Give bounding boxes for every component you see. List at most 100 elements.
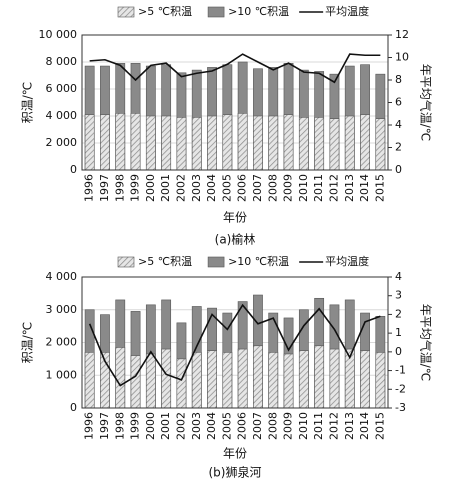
y2-tick-label: 1 (395, 326, 402, 339)
x-tick-label: 2009 (282, 412, 295, 440)
y-tick-label: 0 (70, 401, 77, 414)
bar (145, 115, 156, 171)
y-tick-label: 3 000 (46, 303, 78, 316)
x-tick-label: 2006 (236, 174, 249, 202)
y2-tick-label: 12 (395, 28, 409, 41)
legend-swatch (117, 256, 135, 268)
bar (360, 350, 370, 409)
y-tick-label: 4 000 (46, 270, 78, 283)
x-tick-label: 2000 (144, 412, 157, 440)
x-tick-label: 1997 (98, 174, 111, 202)
x-tick-label: 1999 (129, 412, 142, 440)
x-tick-label: 2013 (343, 174, 356, 202)
x-tick-label: 2008 (266, 174, 279, 202)
x-tick-label: 2012 (327, 174, 340, 202)
y2-tick-label: -2 (395, 382, 406, 395)
legend-swatch (207, 6, 225, 18)
bar (253, 115, 263, 171)
y2-tick-label: 4 (395, 270, 402, 283)
x-tick-label: 1998 (113, 174, 126, 202)
x-tick-label: 2010 (297, 412, 310, 440)
bar (207, 115, 217, 171)
bar (207, 350, 217, 409)
y-tick-label: 6 000 (46, 82, 78, 95)
bar (84, 352, 95, 409)
bar (115, 113, 126, 171)
line-series (88, 303, 381, 387)
y-axis-label: 积温/℃ (21, 322, 35, 364)
y2-tick-label: -3 (395, 401, 406, 414)
y-tick-label: 2 000 (46, 136, 78, 149)
x-tick-label: 2005 (220, 174, 233, 202)
y-tick-label: 8 000 (46, 55, 78, 68)
x-tick-label: 2003 (190, 174, 203, 202)
legend-label: >5 ℃积温 (138, 5, 192, 18)
bar (329, 348, 340, 409)
bar (237, 113, 248, 171)
bar (222, 352, 233, 409)
bar (298, 117, 309, 171)
bar (145, 353, 156, 409)
y2-tick-label: 3 (395, 289, 402, 302)
y2-tick-label: -1 (395, 364, 406, 377)
legend-label: >5 ℃积温 (138, 255, 192, 268)
bar (191, 352, 202, 409)
y2-tick-label: 2 (395, 307, 402, 320)
y-tick-label: 4 000 (46, 109, 78, 122)
bar (268, 352, 279, 409)
x-tick-label: 2015 (373, 174, 386, 202)
bar (161, 348, 172, 409)
x-tick-label: 2010 (297, 174, 310, 202)
x-tick-label: 2011 (312, 412, 325, 440)
x-tick-label: 2004 (205, 174, 218, 202)
y2-tick-label: 0 (395, 345, 402, 358)
y-tick-label: 0 (70, 163, 77, 176)
y-tick-label: 10 000 (39, 28, 78, 41)
bar (176, 358, 187, 409)
x-tick-label: 2006 (236, 412, 249, 440)
caption: (a)榆林 (215, 232, 256, 247)
y2-axis-label: 年平均气温/℃ (419, 304, 434, 382)
y-tick-label: 2 000 (46, 336, 78, 349)
bar (329, 118, 340, 171)
y2-tick-label: 6 (395, 96, 402, 109)
bar (100, 114, 110, 171)
bar (283, 353, 294, 409)
legend-label: 平均温度 (325, 4, 369, 18)
bar (375, 118, 386, 171)
y2-tick-label: 2 (395, 141, 402, 154)
x-tick-label: 1996 (83, 412, 96, 440)
x-tick-label: 2015 (373, 412, 386, 440)
x-tick-label: 2014 (358, 412, 371, 440)
bar (283, 114, 294, 171)
x-tick-label: 2007 (251, 412, 264, 440)
legend-label: >10 ℃积温 (228, 255, 289, 268)
bar (298, 350, 309, 409)
bar (130, 113, 141, 171)
x-tick-label: 2001 (159, 412, 172, 440)
x-tick-label: 2000 (144, 174, 157, 202)
x-tick-label: 2003 (190, 412, 203, 440)
bar (237, 348, 248, 409)
legend-label: 平均温度 (325, 254, 369, 268)
x-tick-label: 2009 (282, 174, 295, 202)
legend-swatch (207, 256, 225, 268)
x-tick-label: 2014 (358, 174, 371, 202)
x-tick-label: 2012 (327, 412, 340, 440)
x-tick-label: 2002 (174, 412, 187, 440)
x-tick-label: 1999 (129, 174, 142, 202)
plot-frame (81, 34, 389, 171)
bar (314, 117, 325, 171)
bar (84, 114, 95, 171)
x-tick-label: 2001 (159, 174, 172, 202)
x-tick-label: 2007 (251, 174, 264, 202)
line-series (89, 53, 381, 84)
bar (222, 114, 233, 171)
bar (161, 115, 172, 171)
bar (268, 115, 279, 171)
y2-tick-label: 4 (395, 118, 402, 131)
bar (130, 355, 141, 409)
legend-label: >10 ℃积温 (228, 5, 289, 18)
x-tick-label: 1998 (113, 412, 126, 440)
x-tick-label: 2002 (174, 174, 187, 202)
